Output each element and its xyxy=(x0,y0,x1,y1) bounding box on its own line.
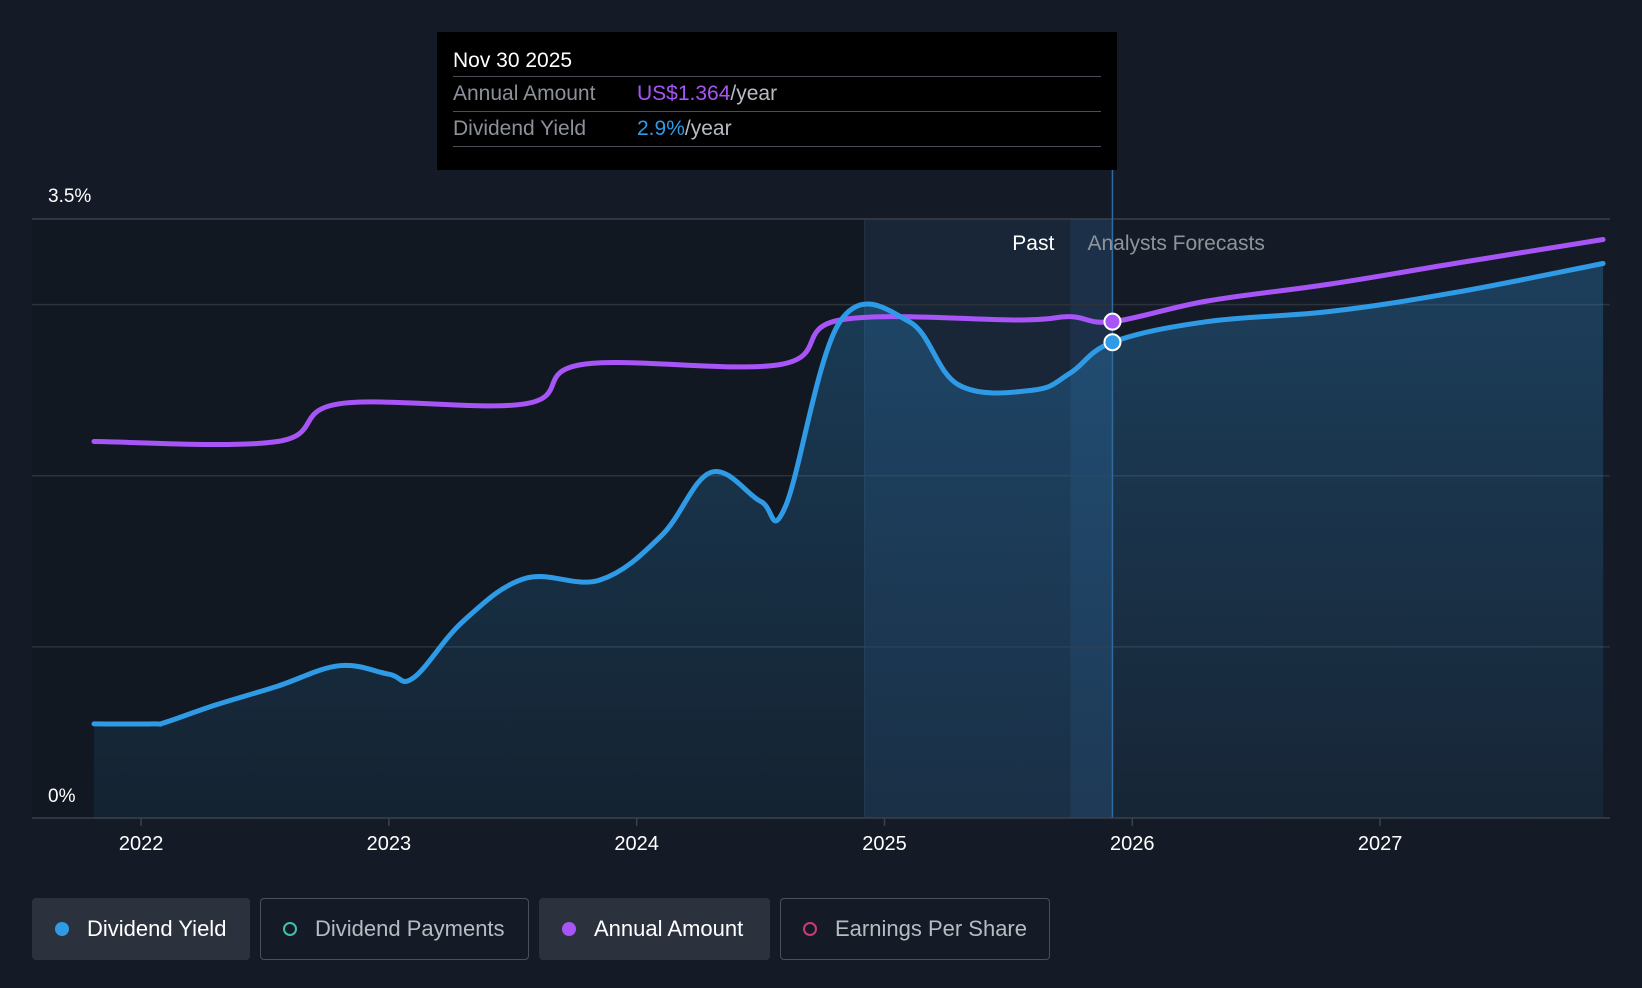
forecast-region-label: Analysts Forecasts xyxy=(1087,232,1264,255)
tooltip-row-annual-amount: Annual Amount US$1.364 /year xyxy=(453,77,1101,112)
tooltip-dividend-yield-value: 2.9% xyxy=(637,117,685,140)
y-tick-label: 0% xyxy=(48,786,76,807)
tooltip-date: Nov 30 2025 xyxy=(453,46,1101,77)
axes xyxy=(32,817,1610,826)
legend-dot-earnings-per-share-icon xyxy=(803,922,817,936)
y-tick-label: 3.5% xyxy=(48,186,91,207)
dividend-yield-line xyxy=(91,261,1606,727)
tooltip-annual-amount-unit: /year xyxy=(730,82,778,105)
tooltip-dividend-yield-label: Dividend Yield xyxy=(453,117,587,140)
legend-dot-dividend-payments-icon xyxy=(283,922,297,936)
past-region-label: Past xyxy=(1012,232,1054,255)
legend-dividend-payments[interactable]: Dividend Payments xyxy=(260,898,529,960)
x-tick-label: 2022 xyxy=(119,833,164,855)
tooltip-dividend-yield-unit: /year xyxy=(684,117,732,140)
dividend-yield-highlight-point xyxy=(1103,333,1122,352)
x-tick-label: 2027 xyxy=(1358,833,1403,855)
x-tick-label: 2026 xyxy=(1110,833,1155,855)
x-tick-label: 2023 xyxy=(367,833,412,855)
annual-amount-highlight-point xyxy=(1103,312,1122,331)
chart-legend: Dividend Yield Dividend Payments Annual … xyxy=(32,898,1050,960)
chart-tooltip: Nov 30 2025 Annual Amount US$1.364 /year… xyxy=(437,32,1117,170)
area-fills xyxy=(94,170,1604,818)
legend-label-earnings-per-share: Earnings Per Share xyxy=(835,916,1027,941)
dividend-yield-area xyxy=(94,263,1604,818)
legend-earnings-per-share[interactable]: Earnings Per Share xyxy=(780,898,1050,960)
x-tick-label: 2025 xyxy=(862,833,907,855)
tooltip-annual-amount-value: US$1.364 xyxy=(637,82,731,105)
highlight-markers xyxy=(1103,312,1122,352)
axis-labels: 2022 2023 2024 2025 2026 2027 3.5% 0% Past Analys… xyxy=(48,186,1402,855)
x-tick-label: 2024 xyxy=(614,833,659,855)
tooltip-row-dividend-yield: Dividend Yield 2.9% /year xyxy=(453,112,1101,147)
legend-annual-amount[interactable]: Annual Amount xyxy=(539,898,770,960)
legend-label-dividend-payments: Dividend Payments xyxy=(315,916,505,941)
legend-label-dividend-yield: Dividend Yield xyxy=(87,916,227,941)
legend-label-annual-amount: Annual Amount xyxy=(594,916,744,941)
series-lines xyxy=(91,237,1606,727)
legend-dot-dividend-yield-icon xyxy=(55,922,69,936)
legend-dot-annual-amount-icon xyxy=(562,922,576,936)
legend-dividend-yield[interactable]: Dividend Yield xyxy=(32,898,250,960)
tooltip-annual-amount-label: Annual Amount xyxy=(453,82,596,105)
